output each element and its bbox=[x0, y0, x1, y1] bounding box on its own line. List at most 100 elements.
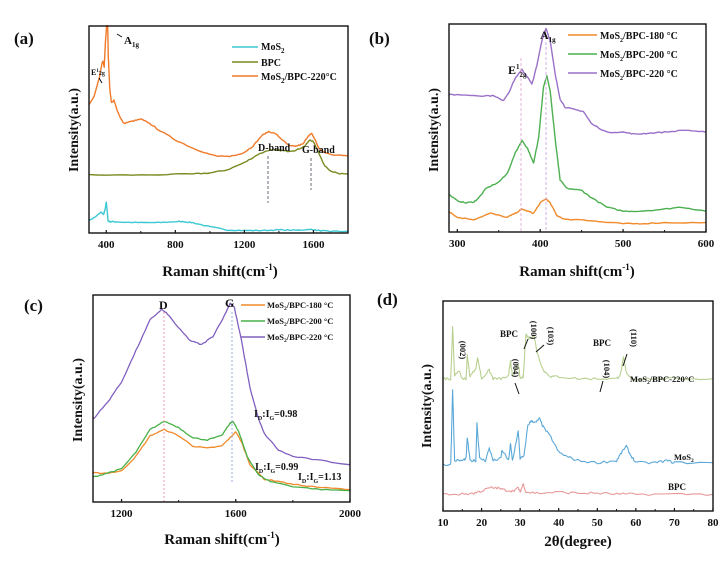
x-tick-label: 1600 bbox=[302, 239, 325, 251]
x-tick-label: 1200 bbox=[233, 239, 256, 251]
x-tick-label: 80 bbox=[708, 517, 720, 529]
x-tick-label: 1200 bbox=[111, 508, 134, 520]
panel-a-legend: MoS2 BPC MoS2/BPC-220°C bbox=[232, 42, 337, 85]
legend-label-mos2: MoS2 bbox=[261, 42, 285, 55]
annotation-004-arrow bbox=[514, 382, 520, 395]
x-tick-label: 800 bbox=[167, 239, 184, 251]
annotation-bpc-1: BPC bbox=[500, 329, 518, 339]
x-tick-label: 600 bbox=[698, 238, 715, 250]
panel-b-x-label: Raman shift(cm-1) bbox=[519, 262, 634, 280]
panel-a-x-label: Raman shift(cm-1) bbox=[162, 262, 277, 280]
annotation-100: (100) bbox=[529, 321, 539, 340]
panel-c-x-label: Raman shift(cm-1) bbox=[164, 530, 279, 548]
annotation-002: (002) bbox=[458, 341, 468, 360]
annotation-e2g: E12g bbox=[91, 68, 105, 77]
series-line-bpc bbox=[442, 483, 714, 496]
x-tick-label: 20 bbox=[476, 517, 488, 529]
annotation-d: D bbox=[159, 298, 168, 312]
x-tick-label: 40 bbox=[553, 517, 565, 529]
panel-b-y-label: Intensity(a.u.) bbox=[427, 88, 442, 172]
annotation-110-arrow bbox=[622, 353, 628, 367]
legend-label-composite: MoS2/BPC-220°C bbox=[261, 72, 337, 85]
x-tick-label: 50 bbox=[592, 517, 604, 529]
legend-label-bpc: BPC bbox=[261, 58, 281, 69]
legend-label-200: MoS2/BPC-200 °C bbox=[600, 50, 678, 63]
ratio-label-180: ID:IG=1.13 bbox=[298, 472, 341, 485]
annotation-e2g-arrow bbox=[98, 77, 103, 84]
panel-d-x-ticks: 10 20 30 40 50 60 70 80 bbox=[438, 508, 720, 529]
legend-label-c-220: MoS2/BPC-220 °C bbox=[267, 332, 333, 344]
panel-b: (b) 300 400 500 600 Intensity(a.u.) Raman s… bbox=[369, 23, 715, 280]
ratio-label-220: ID:IG=0.98 bbox=[254, 409, 297, 422]
annotation-100-arrow bbox=[523, 338, 529, 350]
panel-a-plot bbox=[88, 24, 349, 233]
panel-c-y-label: Intensity(a.u.) bbox=[71, 358, 86, 442]
panel-b-x-ticks: 300 400 500 600 bbox=[449, 229, 715, 250]
panel-d-plot bbox=[442, 326, 714, 496]
series-line-mos2-bpc-200-c bbox=[92, 420, 351, 492]
annotation-e2g-b: E12g bbox=[508, 63, 527, 79]
panel-d: (d) 10 20 30 40 50 60 70 80 Intensity(a.u.) 2θ(… bbox=[377, 290, 719, 550]
series-line-mos2 bbox=[442, 389, 714, 467]
panel-d-label: (d) bbox=[377, 290, 398, 309]
legend-label-c-200: MoS2/BPC-200 °C bbox=[267, 316, 333, 328]
annotation-g: G bbox=[225, 296, 234, 310]
annotation-004: (004) bbox=[511, 359, 521, 378]
panel-c-plot bbox=[92, 302, 351, 492]
panel-d-frame bbox=[442, 300, 714, 512]
annotation-bpc-2: BPC bbox=[593, 338, 611, 348]
panel-b-legend: MoS2/BPC-180 °C MoS2/BPC-200 °C MoS2/BPC… bbox=[568, 31, 678, 82]
panel-a-label: (a) bbox=[14, 29, 34, 48]
legend-label-220: MoS2/BPC-220 °C bbox=[600, 69, 678, 82]
panel-b-frame bbox=[448, 23, 707, 233]
panel-b-label: (b) bbox=[369, 29, 390, 48]
x-tick-label: 1600 bbox=[225, 508, 248, 520]
x-tick-label: 10 bbox=[438, 517, 450, 529]
x-tick-label: 300 bbox=[449, 238, 466, 250]
series-line-mos2-bpc-180-c bbox=[92, 428, 351, 491]
ratio-label-200: ID:IG=0.99 bbox=[255, 462, 298, 475]
annotation-103: (103) bbox=[546, 327, 556, 346]
panel-c-legend: MoS2/BPC-180 °C MoS2/BPC-200 °C MoS2/BPC… bbox=[241, 300, 333, 344]
x-tick-label: 400 bbox=[532, 238, 549, 250]
series-line-mos2-bpc-220-c bbox=[442, 326, 714, 381]
annotation-g-band: G-band bbox=[302, 145, 335, 156]
panel-a-frame bbox=[88, 25, 349, 234]
annotation-a1g: A1g bbox=[124, 35, 139, 49]
panel-d-y-label: Intensity(a.u.) bbox=[420, 364, 435, 448]
series-label-bpc: BPC bbox=[668, 482, 686, 492]
series-line-mos2-bpc-200-c bbox=[448, 75, 707, 213]
legend-label-180: MoS2/BPC-180 °C bbox=[600, 31, 678, 44]
x-tick-label: 2000 bbox=[339, 508, 362, 520]
annotation-103-arrow bbox=[535, 344, 545, 353]
annotation-d-band: D-band bbox=[258, 143, 291, 154]
annotation-a1g-arrow bbox=[116, 33, 123, 38]
series-line-bpc bbox=[88, 139, 349, 176]
panel-a-y-label: Intensity(a.u.) bbox=[67, 88, 82, 172]
panel-d-x-label: 2θ(degree) bbox=[544, 534, 612, 550]
series-line-mos2 bbox=[88, 201, 349, 233]
x-tick-label: 70 bbox=[669, 517, 681, 529]
annotation-110: (110) bbox=[629, 329, 639, 347]
series-label-composite: MoS2/BPC-220°C bbox=[630, 374, 694, 386]
panel-a-x-ticks: 400 800 1200 1600 bbox=[98, 230, 325, 251]
x-tick-label: 60 bbox=[630, 517, 642, 529]
panel-c-frame bbox=[92, 294, 351, 503]
x-tick-label: 400 bbox=[98, 239, 115, 251]
annotation-a1g-b: A1g bbox=[540, 28, 556, 44]
series-line-mos2-bpc-180-c bbox=[448, 197, 707, 225]
panel-a: (a) 400 800 1200 1600 Intensity(a.u.) Raman… bbox=[14, 24, 349, 280]
x-tick-label: 500 bbox=[615, 238, 632, 250]
series-label-mos2: MoS2 bbox=[674, 452, 694, 464]
series-line-mos2-bpc-220-c bbox=[92, 302, 351, 466]
panel-c-label: (c) bbox=[24, 296, 43, 315]
annotation-104: (104) bbox=[602, 360, 612, 379]
series-line-mos2-bpc-220-c bbox=[448, 27, 707, 135]
panel-c: (c) 1200 1600 2000 Intensity(a.u.) Raman s… bbox=[24, 294, 362, 548]
legend-label-c-180: MoS2/BPC-180 °C bbox=[267, 300, 333, 312]
panel-b-plot bbox=[448, 27, 707, 225]
x-tick-label: 30 bbox=[515, 517, 527, 529]
annotation-104-arrow bbox=[599, 380, 604, 393]
panel-c-x-ticks: 1200 1600 2000 bbox=[111, 499, 362, 520]
